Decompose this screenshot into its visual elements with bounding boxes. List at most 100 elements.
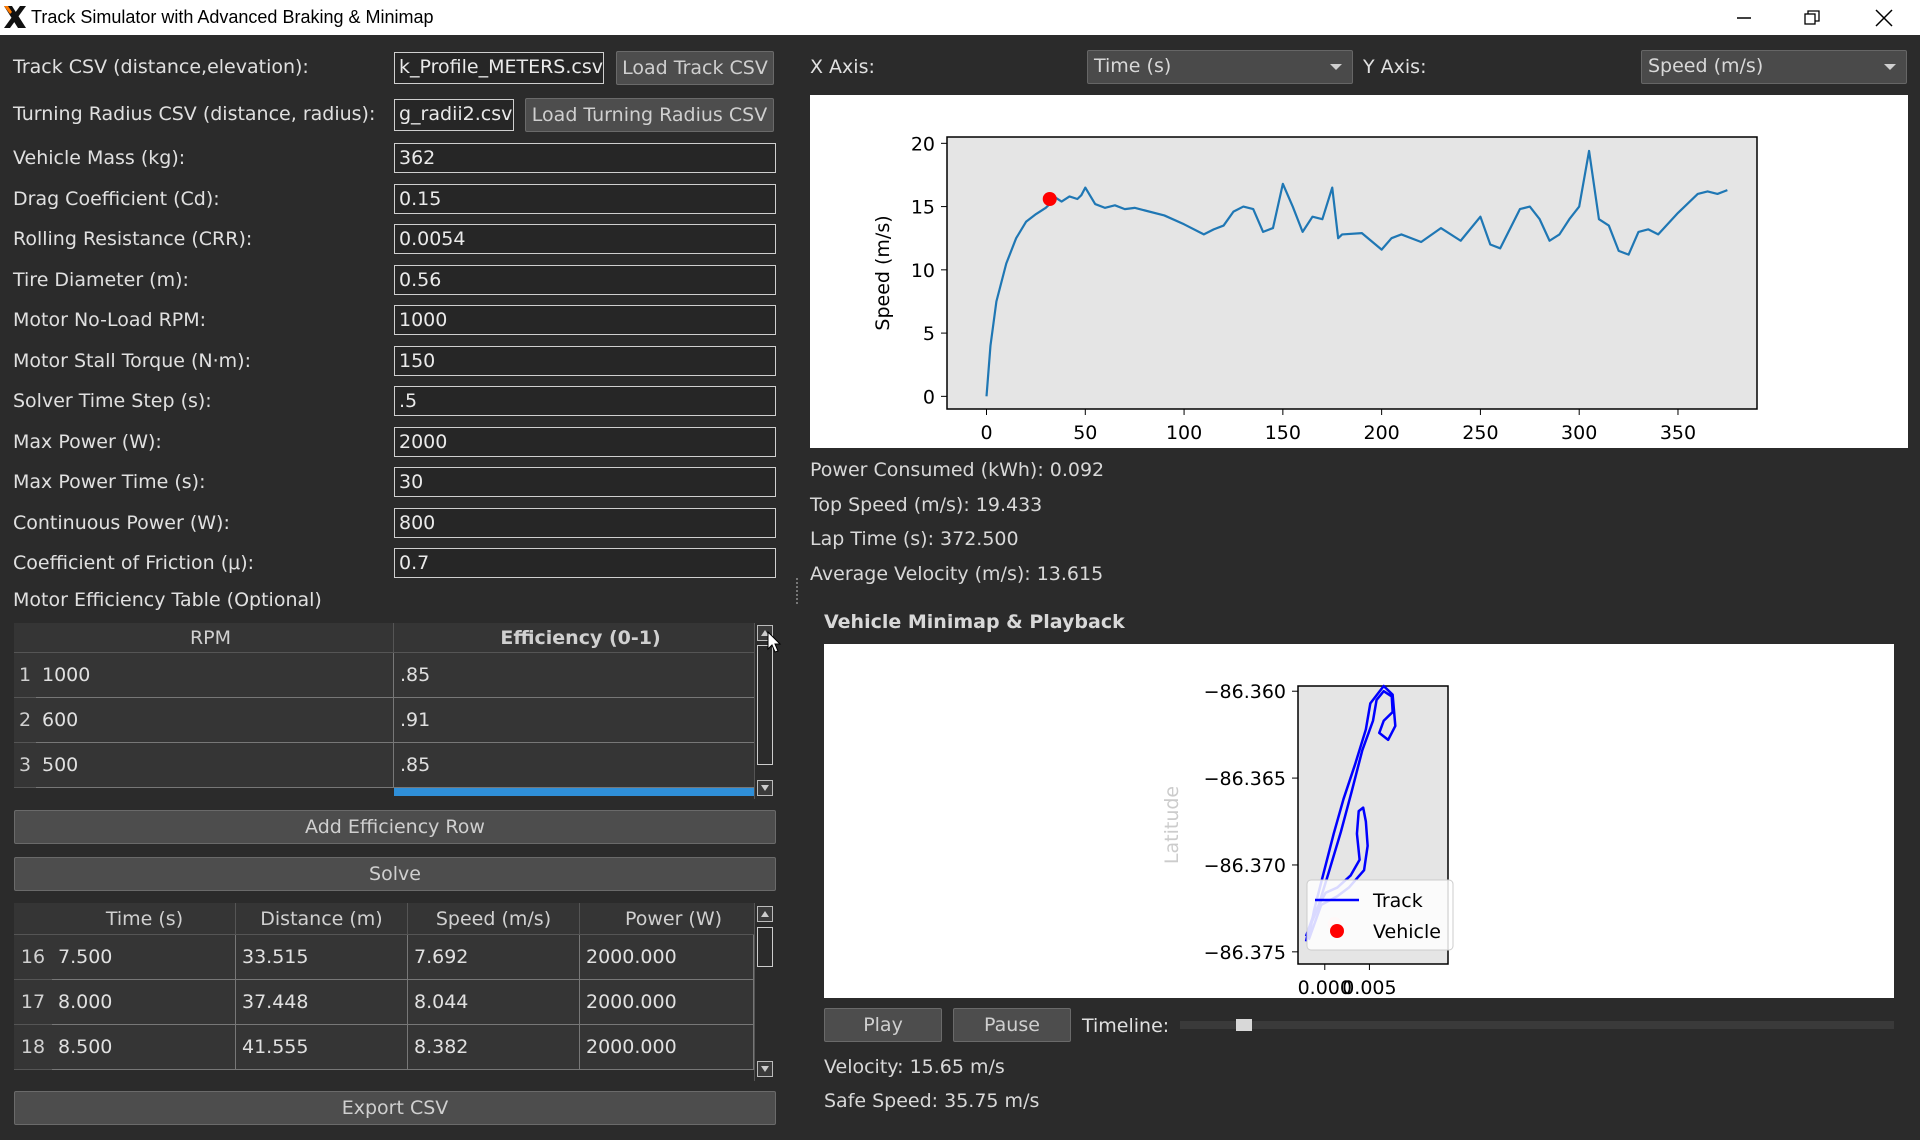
chevron-down-icon [1884,64,1896,70]
scroll-up-button[interactable] [757,906,773,922]
param-input[interactable]: 1000 [394,305,776,335]
results-cell[interactable]: 41.555 [236,1025,408,1070]
radius-csv-label: Turning Radius CSV (distance, radius): [13,103,376,125]
eff-cell-efficiency[interactable]: .85 [394,743,768,788]
results-header-distance[interactable]: Distance (m) [236,903,408,935]
eff-table-scrollbar[interactable] [754,623,777,799]
radius-csv-field[interactable]: g_radii2.csv [394,99,514,131]
eff-cell-rpm[interactable]: 600 [36,698,394,743]
speed-chart[interactable]: 0 50 100 150 200 250 300 350 0 5 10 15 20 Speed (m/s) [810,95,1908,448]
top-speed-stat: Top Speed (m/s): 19.433 [810,494,1043,516]
timeline-slider[interactable] [1180,1019,1894,1031]
track-line [1304,684,1397,942]
param-label: Drag Coefficient (Cd): [13,187,220,210]
param-input[interactable]: 800 [394,507,776,538]
results-cell[interactable]: 7.500 [52,935,236,980]
param-input[interactable]: .5 [394,386,776,416]
results-cell[interactable]: 8.382 [408,1025,580,1070]
solve-button[interactable]: Solve [14,857,776,891]
results-header-time[interactable]: Time (s) [14,903,236,935]
x-tick-label: 0.000 [1298,977,1352,998]
eff-row-index: 2 [14,698,36,743]
results-cell[interactable]: 2000.000 [580,1025,754,1070]
scroll-thumb[interactable] [757,927,773,967]
param-input[interactable]: 2000 [394,426,776,457]
add-efficiency-row-button[interactable]: Add Efficiency Row [14,810,776,844]
param-input[interactable]: 30 [394,467,776,497]
y-axis-label: Speed (m/s) [872,215,894,330]
eff-cell-rpm[interactable]: 1000 [36,653,394,698]
plot-area [946,136,1758,410]
results-header-speed[interactable]: Speed (m/s) [408,903,580,935]
y-tick-label: −86.365 [1204,768,1286,790]
power-consumed-stat: Power Consumed (kWh): 0.092 [810,459,1105,481]
y-tick-label: −86.375 [1204,942,1286,964]
y-tick-label: 10 [911,260,935,282]
load-turning-radius-button[interactable]: Load Turning Radius CSV [525,98,774,132]
x-tick-label: 200 [1364,422,1400,444]
minimize-button[interactable] [1716,0,1772,35]
x-axis-select[interactable]: Time (s) [1087,50,1353,84]
results-table: Time (s) Distance (m) Speed (m/s) Power … [14,903,777,1081]
restore-button[interactable] [1784,0,1840,35]
param-input[interactable]: 0.15 [394,183,776,214]
average-velocity-stat: Average Velocity (m/s): 13.615 [810,563,1104,585]
efficiency-table: RPM Efficiency (0-1) 1 1000 .85 2 600 .9… [14,623,777,799]
track-csv-label: Track CSV (distance,elevation): [13,56,309,78]
chevron-down-icon [761,785,769,791]
param-label: Max Power Time (s): [13,471,206,493]
eff-selected-row-highlight [394,788,768,796]
eff-cell-efficiency[interactable]: .85 [394,653,768,698]
y-axis-selected-value: Speed (m/s) [1648,55,1764,77]
results-cell[interactable]: 37.448 [236,980,408,1025]
scroll-down-button[interactable] [757,780,773,796]
results-cell[interactable]: 8.000 [52,980,236,1025]
track-csv-field[interactable]: k_Profile_METERS.csv [394,52,604,84]
x-tick-label: 350 [1660,422,1696,444]
x-tick-label: 0 [980,422,992,444]
current-position-marker [1042,191,1057,206]
restore-icon [1804,9,1820,25]
y-axis-select[interactable]: Speed (m/s) [1641,50,1907,84]
x-axis-selected-value: Time (s) [1094,55,1172,77]
close-button[interactable] [1856,0,1912,35]
results-cell[interactable]: 8.500 [52,1025,236,1070]
results-cell[interactable]: 7.692 [408,935,580,980]
param-label: Tire Diameter (m): [13,268,189,291]
eff-header-efficiency[interactable]: Efficiency (0-1) [394,623,768,653]
timeline-handle[interactable] [1236,1019,1253,1031]
chevron-up-icon [761,911,769,917]
param-input[interactable]: 0.56 [394,264,776,295]
param-input[interactable]: 0.7 [394,548,776,578]
x-tick-label: 0.005 [1342,977,1396,998]
velocity-readout: Velocity: 15.65 m/s [824,1056,1005,1078]
eff-cell-efficiency[interactable]: .91 [394,698,768,743]
pause-button[interactable]: Pause [953,1008,1071,1042]
title-bar: Track Simulator with Advanced Braking & … [0,0,1920,35]
splitter-handle[interactable] [796,578,801,604]
param-label: Continuous Power (W): [13,511,230,534]
scroll-thumb[interactable] [757,645,773,765]
x-tick-label: 300 [1561,422,1597,444]
eff-cell-rpm[interactable]: 500 [36,743,394,788]
export-csv-button[interactable]: Export CSV [14,1091,776,1125]
param-label: Rolling Resistance (CRR): [13,228,253,250]
eff-header-rpm[interactable]: RPM [14,623,394,653]
param-input[interactable]: 362 [394,143,776,173]
y-tick-label: −86.370 [1204,855,1286,877]
load-track-csv-button[interactable]: Load Track CSV [616,51,774,85]
play-button[interactable]: Play [824,1008,942,1042]
results-table-scrollbar[interactable] [754,903,777,1081]
results-cell[interactable]: 33.515 [236,935,408,980]
results-cell[interactable]: 2000.000 [580,980,754,1025]
scroll-down-button[interactable] [757,1061,773,1077]
param-input[interactable]: 150 [394,345,776,376]
minimize-icon [1737,16,1751,19]
results-header-power[interactable]: Power (W) [580,903,768,935]
results-cell[interactable]: 2000.000 [580,935,754,980]
results-cell[interactable]: 8.044 [408,980,580,1025]
param-input[interactable]: 0.0054 [394,224,776,254]
y-tick-label: 20 [911,133,935,155]
efficiency-table-label: Motor Efficiency Table (Optional) [13,589,322,611]
